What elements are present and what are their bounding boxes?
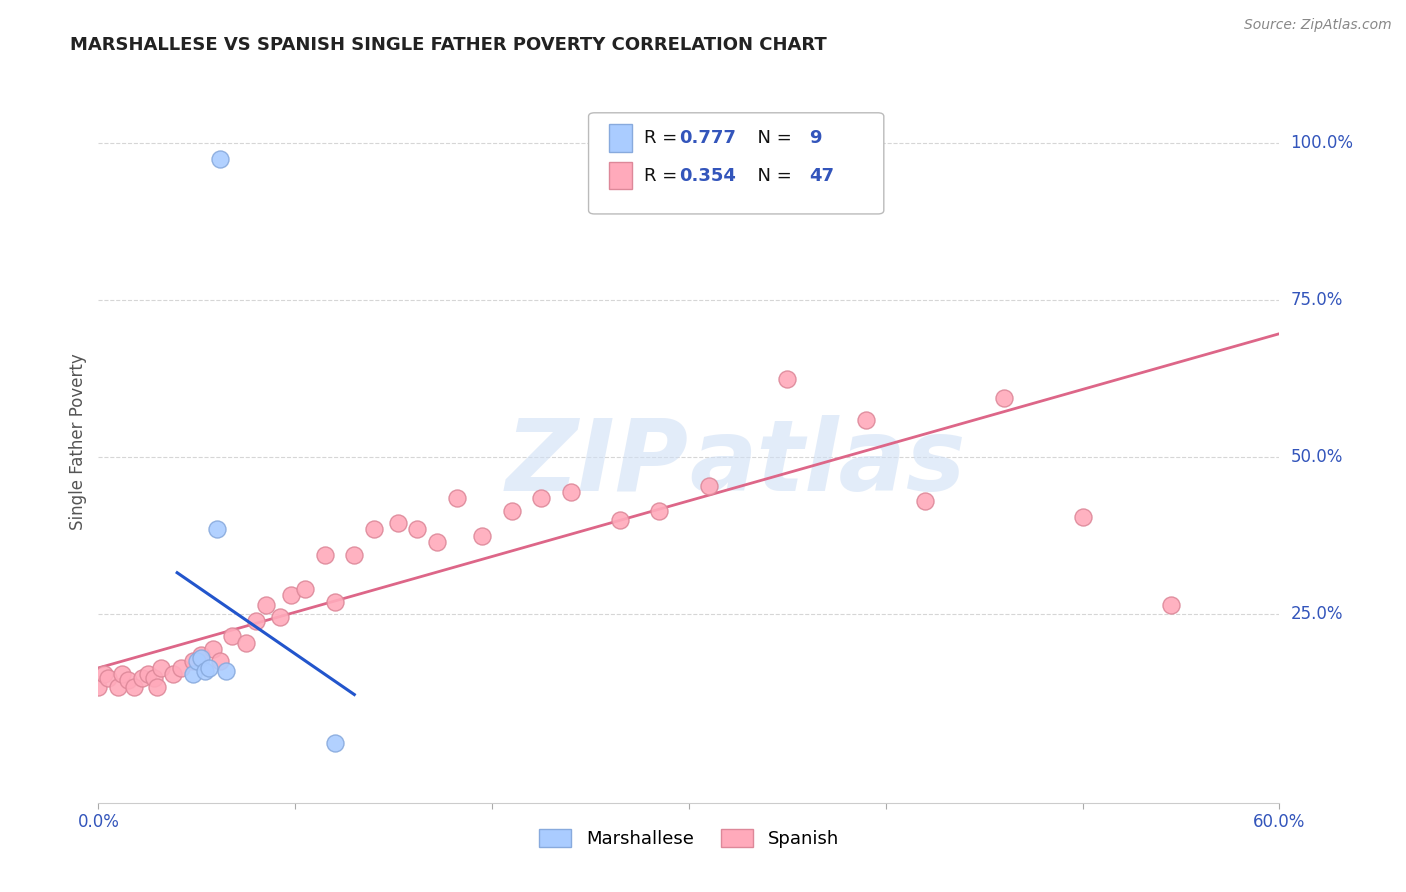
Point [215,664,238,678]
Point [406,523,429,537]
Point [855,412,877,426]
Point [471,529,494,543]
Text: MARSHALLESE VS SPANISH SINGLE FATHER POVERTY CORRELATION CHART: MARSHALLESE VS SPANISH SINGLE FATHER POV… [70,36,827,54]
Point [181,655,204,669]
FancyBboxPatch shape [609,124,633,152]
Text: Source: ZipAtlas.com: Source: ZipAtlas.com [1244,18,1392,32]
Text: 0.777: 0.777 [679,129,737,147]
FancyBboxPatch shape [609,162,633,189]
Point [201,641,224,656]
Point [776,372,799,386]
Point [697,478,720,492]
Point [993,391,1015,405]
Text: ZIP: ZIP [506,415,689,512]
Point [190,651,212,665]
Point [142,672,165,686]
Text: 0.354: 0.354 [679,167,737,185]
Point [170,661,193,675]
Point [146,680,169,694]
Point [197,661,219,675]
Point [280,589,302,603]
Point [162,667,184,681]
Point [530,491,553,505]
Text: N =: N = [745,129,797,147]
Point [97,672,120,686]
Point [186,655,208,669]
Point [1071,510,1094,524]
Point [150,661,173,675]
Point [87,680,110,694]
Point [609,513,631,527]
Point [209,655,232,669]
Point [111,667,134,681]
Point [194,664,217,678]
Point [117,673,139,688]
Text: 9: 9 [810,129,823,147]
Text: R =: R = [644,167,683,185]
Text: R =: R = [644,129,683,147]
Point [1160,598,1182,612]
Point [254,598,277,612]
Point [314,548,336,562]
Point [122,680,145,694]
FancyBboxPatch shape [589,112,884,214]
Point [269,610,291,624]
Point [209,152,232,166]
Point [136,667,159,681]
Point [343,548,366,562]
Point [426,535,449,549]
Text: 75.0%: 75.0% [1291,291,1343,310]
Point [107,680,129,694]
Text: N =: N = [745,167,797,185]
Point [323,736,346,750]
Point [914,494,936,508]
Point [181,667,204,681]
Point [501,503,523,517]
Point [560,484,582,499]
Text: atlas: atlas [689,415,966,512]
Text: 100.0%: 100.0% [1291,134,1354,153]
Point [221,629,243,643]
Point [363,523,385,537]
Point [648,503,671,517]
Point [387,516,409,531]
Text: 47: 47 [810,167,834,185]
Point [205,523,228,537]
Point [446,491,468,505]
Point [190,648,212,662]
Point [235,635,257,649]
Point [245,614,267,628]
Legend: Marshallese, Spanish: Marshallese, Spanish [531,822,846,855]
Point [294,582,316,597]
Y-axis label: Single Father Poverty: Single Father Poverty [69,353,87,530]
Text: 25.0%: 25.0% [1291,606,1343,624]
Point [323,595,346,609]
Point [93,667,115,681]
Text: 50.0%: 50.0% [1291,449,1343,467]
Point [131,672,153,686]
